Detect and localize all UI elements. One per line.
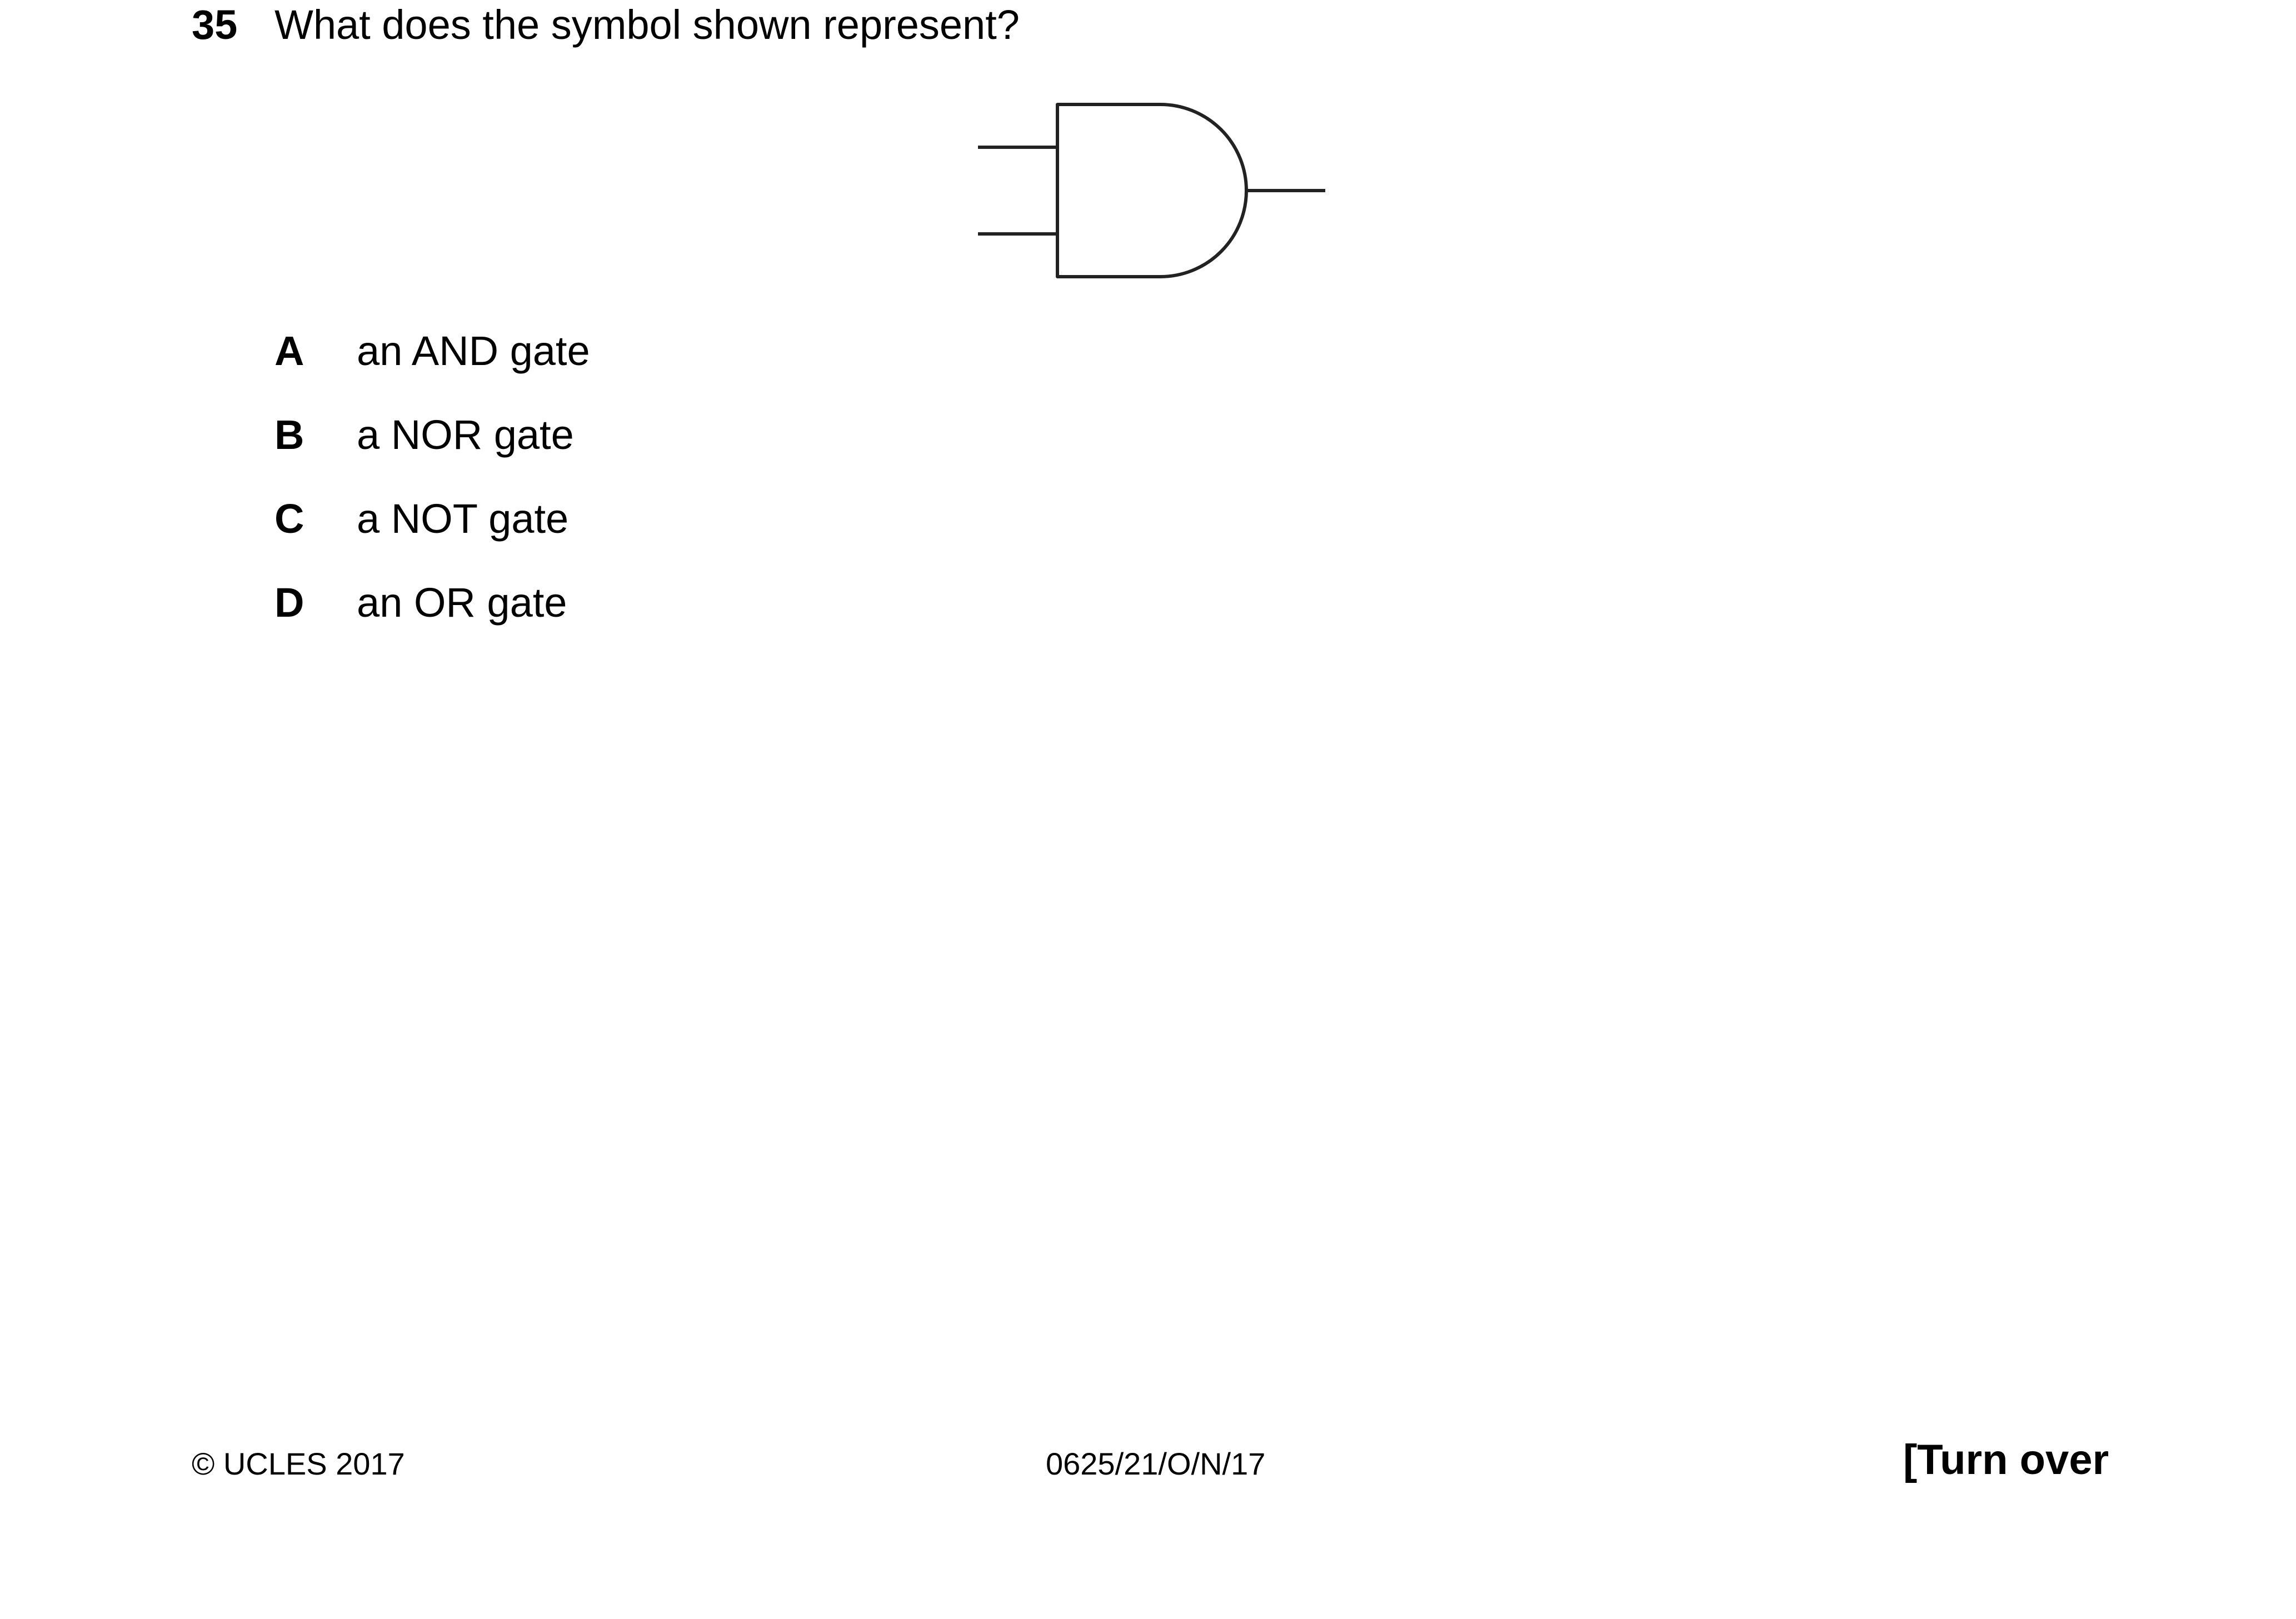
footer-turn-over: [Turn over: [1903, 1436, 2109, 1483]
option-letter: D: [274, 579, 305, 626]
footer-paper-code: 0625/21/O/N/17: [1046, 1446, 1266, 1481]
and-gate-symbol-icon: [978, 103, 1325, 278]
footer-copyright: © UCLES 2017: [192, 1446, 405, 1481]
gate-body: [1056, 103, 1248, 278]
option-text: an OR gate: [357, 579, 567, 626]
option-letter: A: [274, 328, 305, 374]
option-letter: C: [274, 496, 305, 542]
option-text: an AND gate: [357, 328, 590, 374]
question-number: 35: [192, 2, 238, 48]
option-text: a NOR gate: [357, 412, 574, 458]
question-text: What does the symbol shown represent?: [274, 2, 1020, 48]
option-text: a NOT gate: [357, 496, 569, 542]
option-letter: B: [274, 412, 305, 458]
